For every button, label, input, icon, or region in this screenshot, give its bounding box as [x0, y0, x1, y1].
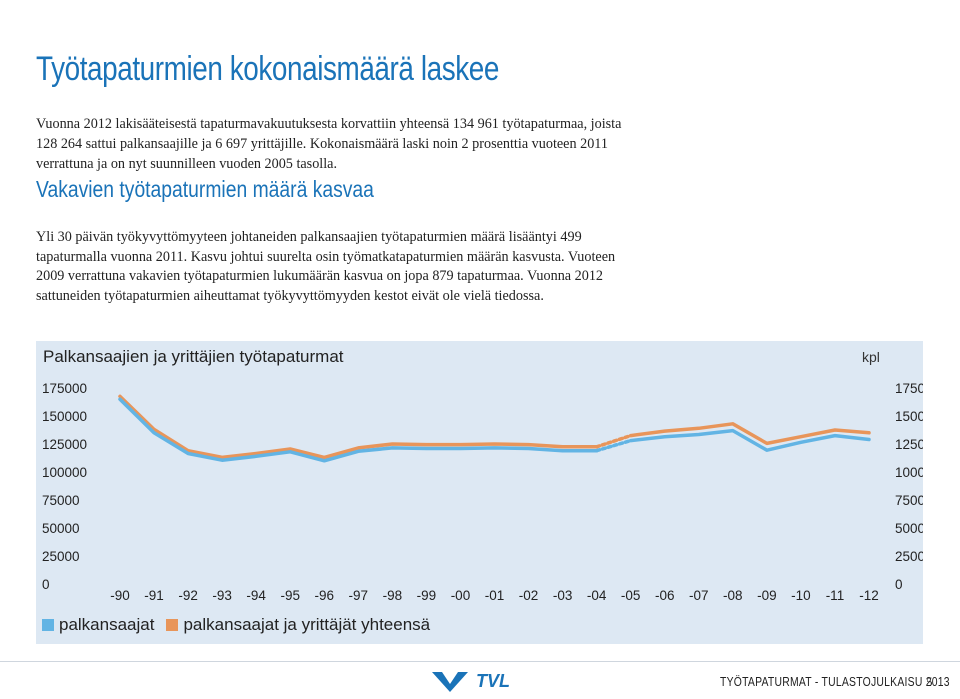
- x-tick-label: -92: [178, 588, 198, 603]
- chart-panel: 175000 175000 150000 150000 125000 125000 1000…: [36, 341, 923, 644]
- line-chart: 175000 175000 150000 150000 125000 125000 1000…: [42, 381, 923, 603]
- x-tick-label: -95: [280, 588, 300, 603]
- chart-title: Palkansaajien ja yrittäjien työtapaturma…: [43, 347, 344, 366]
- x-tick-label: -93: [212, 588, 232, 603]
- x-tick-label: -03: [553, 588, 573, 603]
- y-tick-label-left: 150000: [42, 409, 87, 424]
- x-tick-label: -96: [315, 588, 335, 603]
- publication-title: TYÖTAPATURMAT - TULASTOJULKAISU 2013: [720, 674, 950, 689]
- x-tick-label: -97: [349, 588, 369, 603]
- legend-label: palkansaajat ja yrittäjät yhteensä: [183, 615, 431, 634]
- x-tick-label: -00: [451, 588, 471, 603]
- footer-divider: [0, 661, 960, 662]
- x-tick-label: -08: [723, 588, 743, 603]
- y-tick-label-right: 75000: [895, 493, 923, 508]
- legend-swatch-blue: [42, 619, 54, 631]
- x-tick-label: -94: [246, 588, 266, 603]
- chart-legend: palkansaajat palkansaajat ja yrittäjät y…: [42, 615, 442, 635]
- y-tick-label-left: 0: [42, 577, 50, 592]
- logo-text: TVL: [476, 671, 510, 691]
- series-line-1-b: [628, 422, 871, 446]
- y-tick-label-right: 175000: [895, 381, 923, 396]
- legend-label: palkansaajat: [59, 615, 155, 634]
- x-tick-label: -02: [519, 588, 539, 603]
- section-subheading: Vakavien työtapaturmien määrä kasvaa: [36, 176, 374, 202]
- x-tick-label: -90: [110, 588, 130, 603]
- y-tick-label-left: 50000: [42, 521, 80, 536]
- x-tick-label: -98: [383, 588, 403, 603]
- x-tick-label: -12: [859, 588, 879, 603]
- series-line-0-break: [594, 438, 633, 453]
- series-line-0-a: [118, 397, 599, 463]
- series-line-1-break: [594, 433, 633, 449]
- y-tick-label-right: 125000: [895, 437, 923, 452]
- x-tick-label: -06: [655, 588, 675, 603]
- x-tick-label: -05: [621, 588, 641, 603]
- y-tick-label-left: 75000: [42, 493, 80, 508]
- series-line-1-a: [118, 394, 599, 460]
- x-tick-label: -99: [417, 588, 437, 603]
- y-tick-label-left: 100000: [42, 465, 87, 480]
- y-tick-label-left: 175000: [42, 381, 87, 396]
- y-tick-label-right: 50000: [895, 521, 923, 536]
- page-heading: Työtapaturmien kokonaismäärä laskee: [36, 50, 499, 88]
- y-tick-label-right: 150000: [895, 409, 923, 424]
- x-tick-label: -04: [587, 588, 607, 603]
- legend-swatch-orange: [166, 619, 179, 631]
- page-number: 5: [926, 674, 933, 689]
- y-tick-label-left: 125000: [42, 437, 87, 452]
- x-tick-label: -11: [826, 588, 845, 603]
- unit-label: kpl: [862, 349, 880, 365]
- legend-item-yhteensa: palkansaajat ja yrittäjät yhteensä: [166, 615, 430, 635]
- x-tick-label: -07: [689, 588, 709, 603]
- intro-paragraph: Vuonna 2012 lakisääteisestä tapaturmavak…: [36, 116, 622, 172]
- series-line-0-b: [628, 428, 871, 452]
- x-tick-label: -10: [791, 588, 811, 603]
- x-tick-label: -09: [757, 588, 777, 603]
- x-tick-label: -01: [485, 588, 505, 603]
- y-tick-label-left: 25000: [42, 549, 80, 564]
- y-tick-label-right: 100000: [895, 465, 923, 480]
- x-tick-label: -91: [144, 588, 164, 603]
- y-tick-label-right: 25000: [895, 549, 923, 564]
- tvl-logo: TVL: [432, 671, 510, 692]
- legend-item-palkansaajat: palkansaajat: [42, 615, 154, 635]
- y-tick-label-right: 0: [895, 577, 903, 592]
- section-paragraph: Yli 30 päivän työkyvyttömyyteen johtanei…: [36, 229, 616, 304]
